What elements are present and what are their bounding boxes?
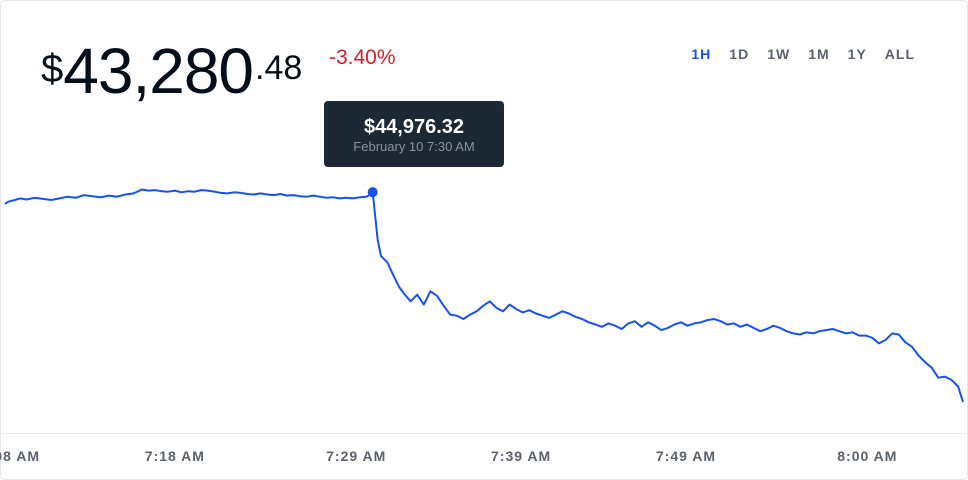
range-1w[interactable]: 1W: [767, 46, 791, 62]
range-1d[interactable]: 1D: [729, 46, 750, 62]
price-currency: $: [41, 47, 64, 91]
tooltip-date: February 10 7:30 AM: [353, 139, 475, 154]
hover-tooltip: $44,976.32 February 10 7:30 AM: [324, 101, 504, 167]
range-1y[interactable]: 1Y: [847, 46, 867, 62]
x-tick-label: 7:49 AM: [655, 448, 717, 464]
current-price: $ 43,280 .48: [41, 39, 302, 103]
range-1h[interactable]: 1H: [691, 46, 712, 62]
price-decimal: .48: [255, 49, 303, 87]
x-tick-label: 8:00 AM: [837, 448, 898, 464]
price-change: -3.40%: [329, 46, 396, 69]
range-all[interactable]: ALL: [884, 46, 915, 62]
x-tick-label: 7:29 AM: [326, 448, 387, 464]
tooltip-price: $44,976.32: [363, 116, 465, 138]
price-integer: 43,280: [63, 35, 254, 107]
x-axis-line: [2, 433, 966, 434]
time-range-selector: 1H 1D 1W 1M 1Y ALL: [673, 44, 915, 64]
x-tick-label: 7:39 AM: [491, 448, 552, 464]
price-series-line: [4, 188, 964, 403]
x-tick-label: 7:08 AM: [0, 448, 41, 464]
range-1m[interactable]: 1M: [808, 46, 830, 62]
hover-point-marker: [367, 187, 378, 198]
x-tick-label: 7:18 AM: [144, 448, 205, 464]
